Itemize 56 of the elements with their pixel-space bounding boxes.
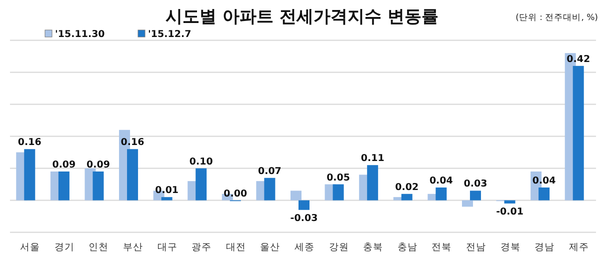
data-label: 0.16 (120, 137, 145, 148)
data-label: 0.05 (326, 172, 350, 184)
x-tick-label: 광주 (192, 242, 212, 253)
x-tick-label: 세종 (294, 242, 314, 253)
x-tick-label: 부산 (123, 242, 144, 253)
x-tick-label: 대전 (226, 242, 246, 253)
bar (332, 184, 344, 200)
bar (504, 200, 516, 204)
x-tick-label: 전남 (466, 242, 486, 253)
bar (572, 66, 584, 200)
data-label: 0.09 (86, 160, 110, 170)
bar (470, 190, 481, 200)
x-tick-label: 경북 (500, 242, 520, 253)
x-tick-label: 서울 (20, 242, 40, 253)
text: (단위 : 전주대비, %) (516, 13, 598, 23)
bar (436, 188, 447, 200)
data-label: -0.03 (290, 212, 318, 224)
bar (290, 190, 302, 200)
bar (367, 165, 378, 200)
legend-label: '15.12.7 (148, 29, 192, 40)
bar (92, 172, 104, 200)
bar (401, 194, 412, 200)
bar (24, 149, 36, 200)
data-label: 0.16 (18, 137, 42, 148)
bar (264, 178, 276, 200)
bar (462, 200, 473, 207)
data-label: 0.10 (189, 156, 214, 168)
data-label: 0.02 (395, 182, 419, 193)
legend-label: '15.11.30 (55, 29, 106, 40)
bar (58, 172, 70, 200)
x-tick-label: 충남 (397, 242, 418, 253)
x-tick-label: 경남 (534, 242, 555, 253)
x-tick-label: 경기 (54, 242, 74, 253)
bar (196, 168, 207, 200)
chart-title: 시도별 아파트 전세가격지수 변동률 (166, 7, 438, 27)
data-label: -0.01 (496, 206, 524, 218)
bar (127, 149, 138, 200)
x-tick-label: 충북 (363, 242, 384, 253)
x-tick-label: 대구 (157, 242, 178, 253)
data-label: 0.11 (360, 153, 384, 164)
x-tick-label: 제주 (568, 242, 589, 253)
data-label: 0.03 (464, 178, 488, 190)
x-tick-label: 강원 (328, 242, 349, 253)
data-label: 0.09 (52, 160, 76, 170)
x-tick-label: 울산 (260, 242, 280, 253)
data-label: 0.04 (429, 176, 454, 186)
x-tick-label: 인천 (88, 242, 109, 253)
bar (538, 188, 550, 200)
x-tick-label: 전북 (432, 242, 452, 253)
data-label: 0.04 (532, 176, 556, 186)
data-label: 0.42 (566, 54, 590, 65)
bar (298, 200, 310, 210)
bar (161, 197, 172, 200)
data-label: 0.01 (155, 185, 179, 196)
data-label: 0.07 (258, 166, 282, 177)
data-label: 0.00 (224, 188, 248, 200)
